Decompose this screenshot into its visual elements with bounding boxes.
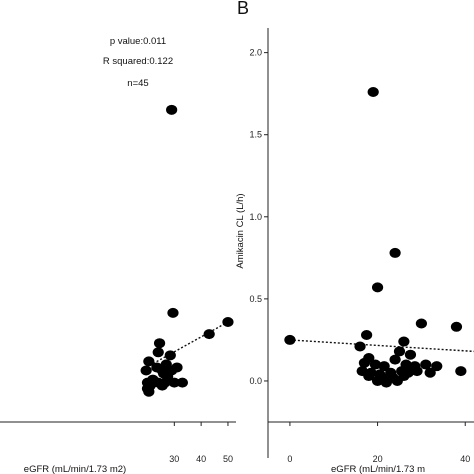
panel-b-letter: B <box>237 0 249 18</box>
panel-b-y-axis-title: Amikacin CL (L/h) <box>235 193 246 268</box>
panel-a-point-11 <box>140 365 152 376</box>
panel-a-point-4 <box>153 338 166 349</box>
panel-a-x-ticks: 30 40 50 <box>169 422 233 464</box>
panel-b-point-3 <box>371 282 384 293</box>
panel-a-x-axis-title: eGFR (mL/min/1.73 m2) <box>24 464 126 474</box>
panel-b-point-1 <box>367 87 379 98</box>
panel-b-point-7 <box>450 321 463 332</box>
panel-b-point-0 <box>284 334 296 345</box>
panel-b-point-32 <box>455 366 467 377</box>
panel-b-point-26 <box>411 366 423 377</box>
panel-a-trendline-group <box>145 321 229 369</box>
panel-b-point-15 <box>378 361 390 372</box>
panel-b-point-2 <box>389 247 401 258</box>
panel-b-y-tick-label-1: 0.5 <box>249 294 262 304</box>
panel-a-x-tick-label-2: 50 <box>223 454 233 464</box>
panel-b-point-33 <box>371 375 384 386</box>
panel-b-point-13 <box>358 357 371 368</box>
panel-b-point-14 <box>369 359 381 370</box>
panel-a-point-1 <box>167 307 179 318</box>
panel-a-point-23 <box>176 377 188 388</box>
panel-a-trendline <box>145 321 229 369</box>
panel-a-point-21 <box>159 377 171 388</box>
panel-a-annotation-pvalue: p value:0.011 <box>110 36 166 47</box>
panel-b-y-tick-label-4: 2.0 <box>249 48 262 58</box>
panel-b: B Amikacin CL (L/h) eGFR (mL/min/1.73 m … <box>235 0 474 474</box>
panel-b-point-18 <box>420 359 432 370</box>
panel-b-point-12 <box>389 354 401 365</box>
panel-b-point-4 <box>361 329 373 340</box>
panel-b-point-27 <box>363 371 375 382</box>
panel-a-point-25 <box>143 386 155 397</box>
panel-b-point-35 <box>380 377 392 388</box>
panel-a-points <box>140 104 234 397</box>
panel-a-x-tick-label-0: 30 <box>169 454 179 464</box>
panel-b-x-axis-title: eGFR (mL/min/1.73 m <box>331 464 425 474</box>
panel-a-point-22 <box>168 377 180 388</box>
panel-b-y-tick-label-2: 1.0 <box>249 212 262 222</box>
panel-a-point-6 <box>164 350 176 361</box>
panel-a-point-5 <box>152 347 164 358</box>
panel-b-x-tick-label-2: 40 <box>460 454 470 464</box>
panel-b-point-31 <box>424 367 436 378</box>
panel-a-x-tick-label-1: 40 <box>196 454 206 464</box>
panel-a-annotation-rsquared: R squared:0.122 <box>103 56 173 67</box>
panel-b-point-5 <box>354 341 366 352</box>
panel-b-point-8 <box>398 336 410 347</box>
panel-a-point-15 <box>171 362 183 373</box>
panel-b-x-tick-label-1: 20 <box>373 454 383 464</box>
panel-b-ticks: 0 20 40 0.0 0.5 1.0 1.5 2.0 <box>249 48 470 464</box>
panel-b-trendline <box>289 339 474 353</box>
panel-b-point-34 <box>391 375 403 386</box>
panel-a-annotation-n: n=45 <box>127 78 148 89</box>
panel-a-point-7 <box>143 356 155 367</box>
panel-b-point-6 <box>415 318 428 329</box>
panel-b-points <box>284 87 467 388</box>
panel-b-point-19 <box>431 361 443 372</box>
panel-a-point-0 <box>166 104 178 115</box>
panel-b-x-tick-label-0: 0 <box>287 454 292 464</box>
panel-b-point-9 <box>393 346 406 357</box>
panel-b-point-10 <box>404 349 417 360</box>
panel-a: p value:0.011 R squared:0.122 n=45 eGFR … <box>0 36 236 474</box>
panel-a-point-3 <box>203 329 215 340</box>
panel-b-trendline-group <box>289 339 474 353</box>
panel-a-point-2 <box>222 316 234 327</box>
panel-b-y-tick-label-3: 1.5 <box>249 130 262 140</box>
panel-b-y-tick-label-0: 0.0 <box>249 376 262 386</box>
